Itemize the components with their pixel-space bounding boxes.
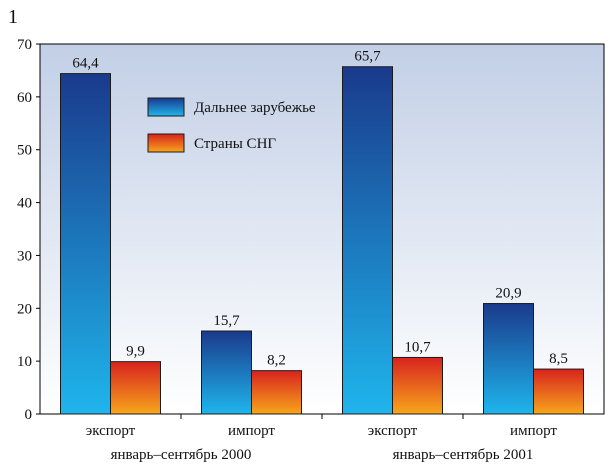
legend-swatch [147, 133, 185, 153]
y-tick-label: 30 [17, 248, 32, 264]
legend: Дальнее зарубежье Страны СНГ [147, 97, 316, 153]
legend-label: Дальнее зарубежье [194, 100, 316, 116]
bar-far-abroad-2 [342, 66, 393, 415]
data-label: 65,7 [354, 49, 381, 65]
y-tick-label: 70 [17, 37, 32, 53]
legend-label: Страны СНГ [194, 136, 276, 152]
bar-cis-1 [251, 370, 302, 415]
bar-far-abroad-0 [60, 73, 111, 415]
category-label: импорт [228, 423, 275, 439]
y-tick-label: 50 [17, 143, 32, 159]
bars: 64,4 15,7 65,7 20,9 9,9 8,2 10,7 8,5 [60, 49, 584, 415]
data-label: 8,2 [267, 353, 286, 369]
y-axis: 0 10 20 30 40 50 60 70 [17, 37, 40, 423]
y-tick-label: 0 [25, 407, 33, 423]
data-label: 20,9 [495, 286, 521, 302]
bar-cis-2 [392, 356, 443, 415]
bar-far-abroad-1 [201, 330, 252, 415]
bar-far-abroad-3 [483, 303, 534, 415]
data-label: 64,4 [72, 56, 99, 72]
data-label: 10,7 [404, 339, 431, 355]
data-label: 15,7 [213, 313, 240, 329]
category-label: импорт [510, 423, 557, 439]
category-label: экспорт [86, 423, 136, 439]
bar-cis-3 [533, 368, 584, 415]
figure-number: 1 [8, 6, 18, 28]
x-axis: экспорт импорт экспорт импорт январь–сентябр… [86, 414, 557, 463]
data-label: 9,9 [126, 344, 145, 360]
y-tick-label: 60 [17, 90, 32, 106]
y-tick-label: 20 [17, 301, 32, 317]
y-tick-label: 10 [17, 354, 32, 370]
group-label: январь–сентябрь 2000 [111, 447, 252, 463]
y-tick-label: 40 [17, 196, 32, 212]
data-label: 8,5 [549, 351, 568, 367]
bar-cis-0 [110, 361, 161, 415]
legend-swatch [147, 97, 185, 117]
group-label: январь–сентябрь 2001 [393, 447, 534, 463]
category-label: экспорт [368, 423, 418, 439]
